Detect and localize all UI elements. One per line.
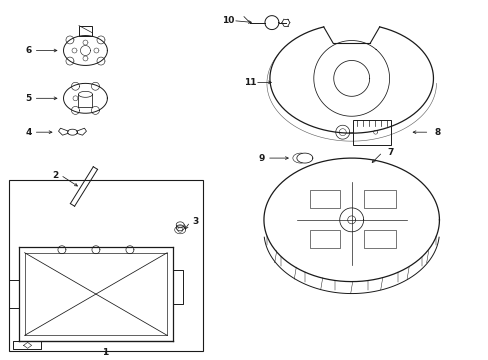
Bar [79,26,92,36]
Text: 3: 3 [192,217,198,226]
Text: 5: 5 [25,94,32,103]
Bar [309,190,339,208]
Text: 8: 8 [433,128,440,137]
Text: 11: 11 [243,78,256,87]
Bar [363,230,395,248]
Bar [9,180,203,351]
Bar [352,120,390,145]
Bar [363,190,395,208]
Text: 7: 7 [387,148,393,157]
Text: 9: 9 [258,154,264,163]
Text: 1: 1 [102,348,108,357]
Text: 10: 10 [222,16,234,25]
Text: 6: 6 [25,46,32,55]
Bar [309,230,339,248]
Text: 4: 4 [25,128,32,137]
Text: 2: 2 [52,171,59,180]
